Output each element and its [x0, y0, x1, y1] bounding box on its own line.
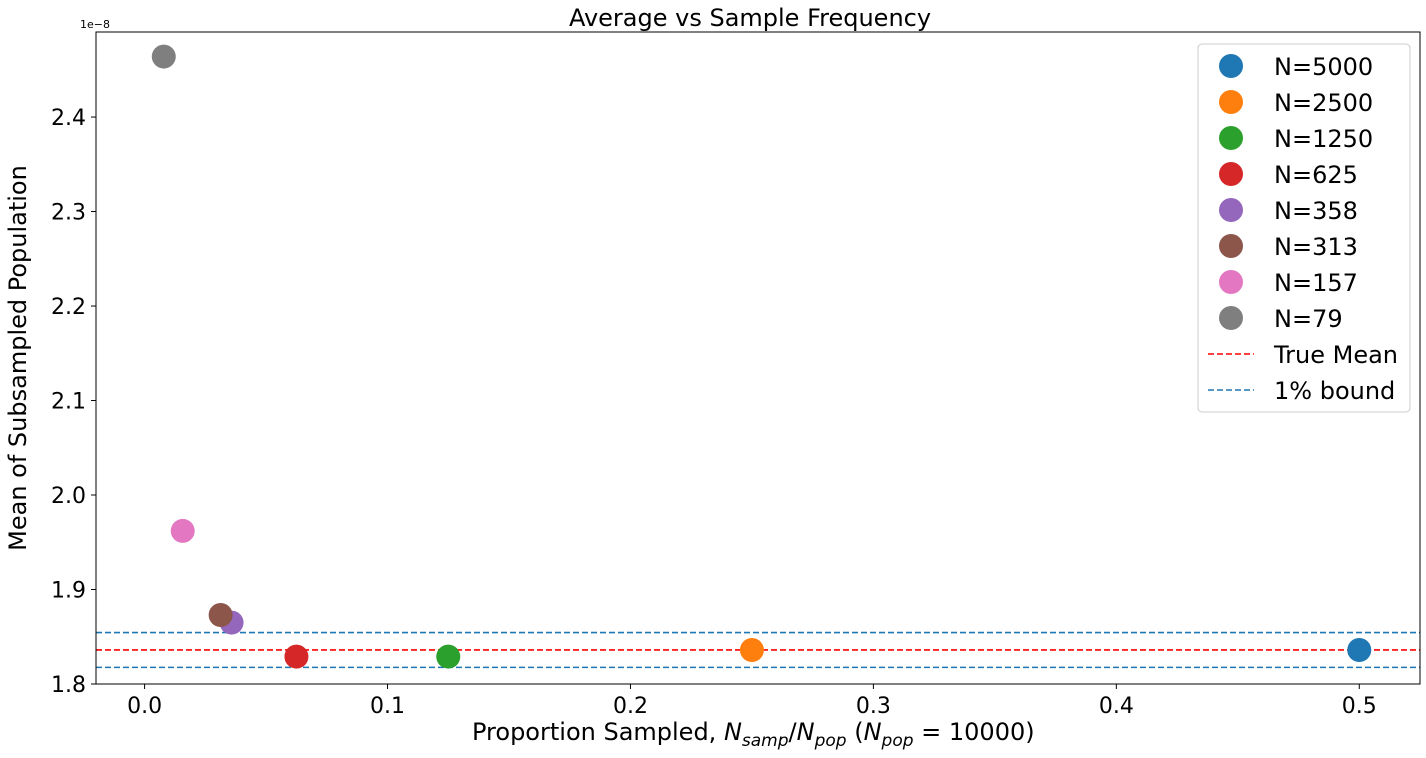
legend-label-n-79: N=79 [1274, 305, 1343, 333]
x-tick-label: 0.5 [1342, 694, 1377, 719]
y-tick-label: 2.4 [51, 106, 86, 131]
point-n-79 [151, 44, 176, 69]
legend-marker-n-625 [1219, 162, 1243, 186]
legend-marker-n-2500 [1219, 90, 1243, 114]
y-tick-label: 2.0 [51, 484, 86, 509]
y-tick-label: 2.3 [51, 201, 86, 226]
point-n-1250 [436, 644, 461, 669]
legend-label-1-bound: 1% bound [1274, 377, 1395, 405]
x-tick-label: 0.4 [1099, 694, 1134, 719]
y-tick-label: 1.8 [51, 673, 86, 698]
y-axis-label: Mean of Subsampled Population [4, 165, 32, 551]
y-tick-label: 2.1 [51, 390, 86, 415]
y-axis-offset-text: 1e−8 [80, 18, 110, 31]
legend-marker-n-313 [1219, 234, 1243, 258]
legend-marker-n-157 [1219, 270, 1243, 294]
legend-marker-n-358 [1219, 198, 1243, 222]
legend-label-n-625: N=625 [1274, 161, 1358, 189]
point-n-5000 [1347, 637, 1372, 662]
point-n-313 [208, 603, 233, 628]
svg-text:Proportion Sampled, Nsamp/Npop: Proportion Sampled, Nsamp/Npop (Npop = 1… [472, 718, 1035, 751]
y-tick-label: 1.9 [51, 579, 86, 604]
legend-label-n-313: N=313 [1274, 233, 1358, 261]
x-tick-label: 0.3 [856, 694, 891, 719]
axes-frame [95, 31, 1421, 685]
x-tick-label: 0.2 [613, 694, 648, 719]
legend-label-true-mean: True Mean [1273, 341, 1398, 369]
plot-area: 0.0 0.1 0.2 0.3 0.4 0.5 1.8 1.9 2.0 2.1 2.2 2.3 2.4 [51, 31, 1421, 719]
legend-label-n-157: N=157 [1274, 269, 1358, 297]
legend-marker-n-1250 [1219, 126, 1243, 150]
legend-label-n-358: N=358 [1274, 197, 1358, 225]
x-tick-label: 0.1 [370, 694, 405, 719]
legend-label-n-5000: N=5000 [1274, 53, 1373, 81]
point-n-625 [284, 644, 309, 669]
legend-marker-n-5000 [1219, 54, 1243, 78]
x-axis-label: Proportion Sampled, Nsamp/Npop (Npop = 1… [472, 718, 1035, 751]
point-n-157 [170, 518, 195, 543]
legend-frame [1197, 43, 1411, 413]
legend: N=5000 N=2500 N=1250 N=625 N=358 N=313 N=157 N=… [1197, 43, 1411, 413]
legend-label-n-1250: N=1250 [1274, 125, 1373, 153]
legend-label-n-2500: N=2500 [1274, 89, 1373, 117]
x-tick-label: 0.0 [127, 694, 162, 719]
x-axis-label-prefix: Proportion Sampled, [472, 718, 724, 746]
point-n-2500 [739, 637, 764, 662]
legend-marker-n-79 [1219, 306, 1243, 330]
chart-title: Average vs Sample Frequency [569, 4, 931, 32]
y-tick-label: 2.2 [51, 295, 86, 320]
